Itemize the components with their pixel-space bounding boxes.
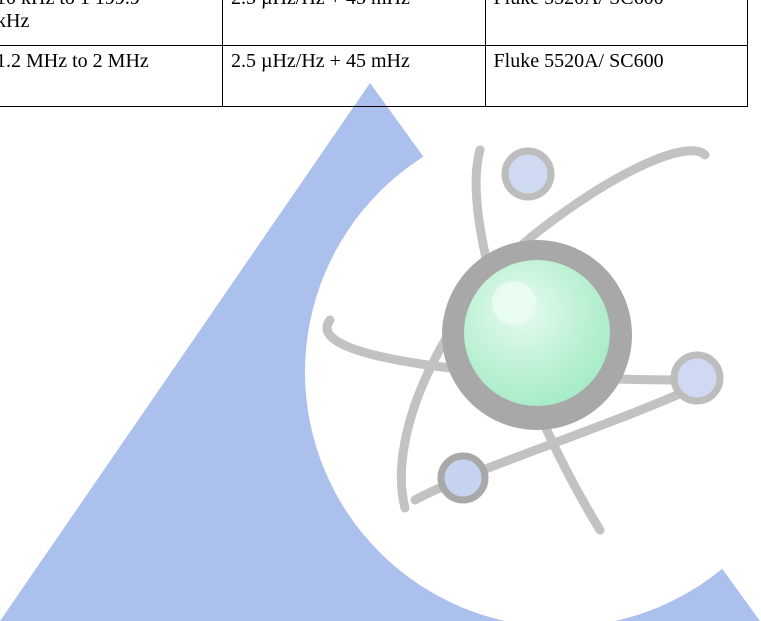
table-row: 1.2 MHz to 2 MHz 2.5 µHz/Hz + 45 mHz Flu…	[0, 45, 749, 107]
electron-right	[670, 351, 724, 405]
table-row: 10 kHz to 1 199.9 kHz 2.5 µHz/Hz + 45 mH…	[0, 0, 749, 46]
cmc-cell: 2.5 µHz/Hz + 45 mHz	[221, 0, 486, 46]
range-text: 10 kHz to 1 199.9 kHz	[0, 0, 140, 32]
cmc-cell: 2.5 µHz/Hz + 45 mHz	[221, 45, 486, 107]
range-text: 1.2 MHz to 2 MHz	[0, 50, 149, 72]
range-cell: 1.2 MHz to 2 MHz	[0, 45, 223, 107]
atom-electrons	[437, 147, 724, 504]
standard-cell: Fluke 5520A/ SC600	[484, 0, 749, 46]
calibration-table: 10 kHz to 1 199.9 kHz 2.5 µHz/Hz + 45 mH…	[0, 0, 749, 107]
standard-text: Fluke 5520A/ SC600	[493, 50, 664, 72]
cmc-text: 2.5 µHz/Hz + 45 mHz	[230, 50, 410, 72]
nucleus-core	[464, 260, 610, 406]
nucleus-highlight	[492, 281, 536, 325]
standard-cell: Fluke 5520A/ SC600	[484, 45, 749, 107]
electron-bottom	[437, 452, 489, 504]
cmc-text: 2.5 µHz/Hz + 45 mHz	[231, 0, 410, 9]
standard-text: Fluke 5520A/ SC600	[494, 0, 664, 9]
range-cell: 10 kHz to 1 199.9 kHz	[0, 0, 223, 46]
electron-top	[501, 147, 555, 201]
